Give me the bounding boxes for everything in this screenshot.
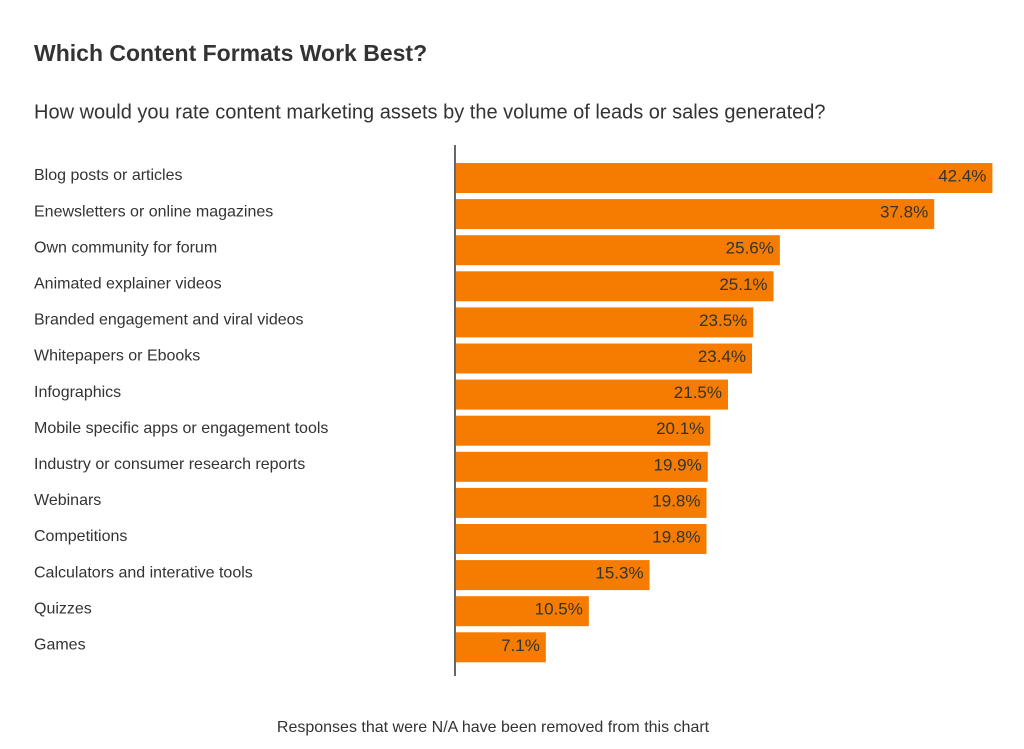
chart-subtitle: How would you rate content marketing ass… xyxy=(34,101,826,123)
bar xyxy=(456,379,728,410)
bar xyxy=(456,271,774,302)
value-label: 15.3% xyxy=(595,564,643,583)
category-label: Own community for forum xyxy=(34,239,217,256)
value-label: 10.5% xyxy=(535,600,583,619)
bar xyxy=(456,343,753,374)
bar xyxy=(456,524,707,554)
value-label: 25.1% xyxy=(719,275,767,294)
bar xyxy=(456,199,935,230)
bar xyxy=(456,451,708,482)
category-label: Competitions xyxy=(34,528,127,545)
bar xyxy=(456,307,754,338)
value-label: 19.8% xyxy=(652,527,700,546)
footnote: Responses that were N/A have been remove… xyxy=(277,719,710,736)
value-label: 23.4% xyxy=(698,347,746,366)
value-label: 37.8% xyxy=(880,203,928,222)
bar xyxy=(456,235,780,266)
value-label: 21.5% xyxy=(674,383,722,402)
chart-title: Which Content Formats Work Best? xyxy=(34,40,427,66)
bar xyxy=(456,632,546,663)
bar xyxy=(456,487,707,518)
value-label: 42.4% xyxy=(938,166,986,185)
value-label: 19.8% xyxy=(652,491,700,510)
bar xyxy=(456,163,993,193)
bar xyxy=(456,415,711,446)
category-label: Quizzes xyxy=(34,600,92,617)
value-label: 7.1% xyxy=(501,636,540,655)
category-label: Branded engagement and viral videos xyxy=(34,312,304,329)
category-label: Industry or consumer research reports xyxy=(34,456,305,473)
bar xyxy=(456,560,650,591)
category-label: Animated explainer videos xyxy=(34,276,222,293)
category-label: Whitepapers or Ebooks xyxy=(34,348,200,365)
category-label: Blog posts or articles xyxy=(34,167,183,184)
category-label: Webinars xyxy=(34,492,101,509)
value-label: 25.6% xyxy=(726,239,774,258)
value-label: 20.1% xyxy=(656,419,704,438)
value-label: 19.9% xyxy=(654,455,702,474)
category-label: Calculators and interative tools xyxy=(34,564,253,581)
category-label: Games xyxy=(34,637,86,654)
category-label: Mobile specific apps or engagement tools xyxy=(34,420,328,437)
category-label: Infographics xyxy=(34,384,121,401)
bar xyxy=(456,596,589,627)
value-label: 23.5% xyxy=(699,311,747,330)
category-label: Enewsletters or online magazines xyxy=(34,203,273,220)
